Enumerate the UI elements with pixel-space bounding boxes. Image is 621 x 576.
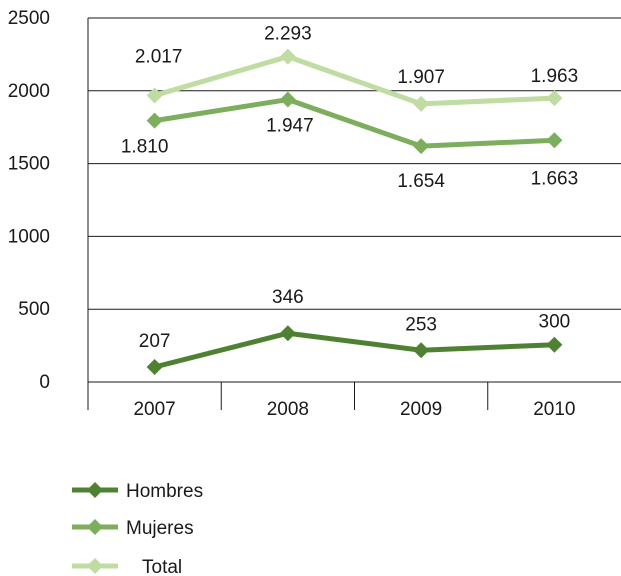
series-line-hombres (154, 330, 555, 370)
data-point-marker (279, 91, 296, 108)
data-label: 1.663 (531, 168, 579, 189)
data-point-marker (413, 138, 430, 155)
data-label: 2.017 (135, 46, 183, 67)
data-point-marker (87, 558, 103, 574)
series-line-mujeres (154, 97, 555, 149)
x-axis-ticks: 2007 2008 2009 2010 (133, 399, 575, 420)
series-line-total (153, 54, 555, 107)
y-tick-label: 1000 (8, 226, 50, 247)
y-tick-label: 2500 (8, 8, 50, 29)
axes (87, 18, 621, 410)
y-tick-label: 0 (39, 372, 50, 393)
y-axis-ticks: 0 500 1000 1500 2000 2500 (8, 8, 50, 393)
data-label: 1.907 (397, 67, 445, 88)
data-point-marker (546, 132, 563, 149)
x-tick-label: 2008 (267, 399, 309, 420)
legend-label: Hombres (126, 481, 203, 502)
data-label: 207 (139, 331, 171, 352)
legend: Hombres Mujeres Total (72, 481, 203, 576)
data-point-marker (87, 519, 103, 535)
data-label: 1.810 (121, 137, 169, 158)
data-point-marker (279, 48, 296, 65)
data-label: 1.654 (397, 171, 445, 192)
data-point-marker (546, 336, 563, 353)
data-label: 253 (405, 314, 437, 335)
data-point-marker (146, 359, 163, 376)
data-point-marker (413, 342, 430, 359)
legend-label: Total (142, 557, 182, 576)
data-point-marker (146, 87, 163, 104)
data-label: 2.293 (264, 24, 312, 45)
data-label: 1.963 (531, 66, 579, 87)
x-tick-label: 2010 (533, 399, 575, 420)
data-point-marker (146, 112, 163, 129)
data-point-marker (87, 482, 103, 498)
data-label: 346 (272, 287, 304, 308)
legend-label: Mujeres (126, 518, 194, 539)
data-point-marker (279, 325, 296, 342)
y-tick-label: 500 (18, 299, 50, 320)
y-tick-label: 2000 (8, 81, 50, 102)
x-tick-label: 2007 (133, 399, 175, 420)
data-labels: 207 346 253 300 1.810 1.947 1.654 1.663 2.017 2.2… (121, 24, 578, 352)
x-tick-label: 2009 (400, 399, 442, 420)
y-tick-label: 1500 (8, 154, 50, 175)
data-label: 300 (539, 312, 571, 333)
data-point-marker (546, 90, 563, 107)
data-label: 1.947 (266, 116, 314, 137)
series-group (146, 48, 563, 376)
data-point-marker (413, 95, 430, 112)
